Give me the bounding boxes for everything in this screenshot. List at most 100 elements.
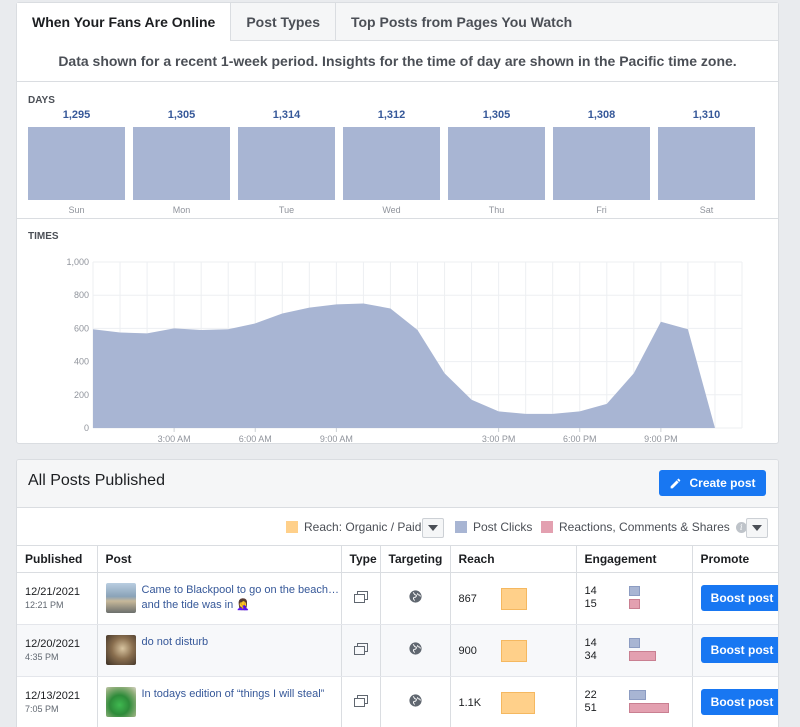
day-value: 1,305 [167, 109, 196, 121]
day-bar[interactable] [133, 127, 230, 200]
post-link[interactable]: do not disturb [141, 636, 209, 648]
engagement-clicks: 22 [584, 688, 597, 701]
globe-icon [408, 694, 422, 707]
published-time: 12:21 PM [25, 600, 64, 610]
all-posts-panel: All Posts Published Create post Reach: O… [16, 459, 779, 727]
day-bar[interactable] [448, 127, 545, 200]
day-bar[interactable] [238, 127, 335, 200]
table-row: 12/20/2021 4:35 PM do not disturb [17, 624, 778, 677]
clicks-bar [628, 689, 646, 700]
tab-post-types[interactable]: Post Types [231, 2, 336, 41]
legend-reactions-label: Reactions, Comments & Shares [559, 520, 730, 534]
x-tick-label: 3:00 AM [158, 434, 191, 443]
y-tick-label: 0 [84, 423, 89, 433]
col-reach[interactable]: Reach [450, 546, 577, 573]
post-cell: In todays edition of “things I will stea… [97, 676, 342, 727]
published-date: 12/20/2021 [25, 638, 81, 650]
published-cell: 12/20/2021 4:35 PM [17, 624, 98, 677]
day-value: 1,314 [272, 109, 301, 121]
engagement-cell: 14 15 [576, 572, 693, 625]
reach-bar [500, 587, 527, 610]
col-post[interactable]: Post [97, 546, 342, 573]
times-area [93, 303, 715, 428]
y-tick-label: 800 [74, 290, 89, 300]
reach-bar [500, 639, 527, 662]
boost-post-button[interactable]: Boost post [700, 689, 778, 715]
col-promote[interactable]: Promote [692, 546, 778, 573]
boost-post-button[interactable]: Boost post [700, 585, 778, 611]
day-value: 1,305 [482, 109, 511, 121]
day-value: 1,312 [377, 109, 406, 121]
post-thumbnail[interactable] [105, 583, 136, 613]
col-type[interactable]: Type [341, 546, 381, 573]
reach-value: 867 [458, 592, 477, 605]
posts-title: All Posts Published [28, 472, 165, 489]
day-name: Tue [278, 205, 295, 215]
tab-when-fans-online[interactable]: When Your Fans Are Online [17, 2, 232, 41]
reactions-swatch [541, 521, 553, 533]
clicks-swatch [455, 521, 467, 533]
post-cell: do not disturb [97, 624, 342, 677]
targeting-cell [380, 572, 451, 625]
reactions-dropdown[interactable] [746, 518, 768, 538]
day-name: Wed [382, 205, 401, 215]
x-tick-label: 3:00 PM [482, 434, 516, 443]
x-tick-label: 9:00 PM [644, 434, 678, 443]
day-name: Fri [596, 205, 607, 215]
times-area-chart[interactable]: 0 200 400 600 800 1,000 3:00 AM 6:00 AM 9:00 AM 3… [17, 219, 778, 443]
y-tick-label: 1,000 [66, 257, 89, 267]
post-link[interactable]: Came to Blackpool to go on the beach… an… [141, 584, 340, 611]
x-tick-label: 6:00 AM [239, 434, 272, 443]
fans-online-panel: When Your Fans Are Online Post Types Top… [16, 2, 779, 444]
promote-cell: Boost post [692, 624, 778, 677]
legend-reach: Reach: Organic / Paid [286, 520, 421, 534]
col-published[interactable]: Published [17, 546, 98, 573]
y-tick-label: 200 [74, 390, 89, 400]
posts-header: All Posts Published Create post [17, 460, 778, 508]
reach-value: 1.1K [458, 696, 482, 709]
x-tick-label: 9:00 AM [320, 434, 353, 443]
info-icon[interactable]: i [735, 521, 747, 533]
published-cell: 12/21/2021 12:21 PM [17, 572, 98, 625]
reach-cell: 900 [450, 624, 577, 677]
reach-cell: 867 [450, 572, 577, 625]
engagement-cell: 14 34 [576, 624, 693, 677]
tab-top-posts[interactable]: Top Posts from Pages You Watch [350, 13, 573, 30]
legend-reach-label: Reach: Organic / Paid [304, 520, 422, 534]
engagement-reactions: 51 [584, 701, 597, 714]
chevron-down-icon [428, 525, 438, 531]
album-icon [353, 642, 368, 655]
posts-table: Published Post Type Targeting Reach Enga… [17, 546, 778, 727]
create-post-button[interactable]: Create post [659, 470, 766, 496]
targeting-cell [380, 624, 451, 677]
engagement-clicks: 14 [584, 636, 597, 649]
reach-cell: 1.1K [450, 676, 577, 727]
day-bar[interactable] [658, 127, 755, 200]
post-link[interactable]: In todays edition of “things I will stea… [141, 688, 325, 700]
x-tick-label: 6:00 PM [563, 434, 597, 443]
day-name: Mon [172, 205, 191, 215]
day-value: 1,295 [62, 109, 91, 121]
y-tick-label: 400 [74, 357, 89, 367]
album-icon [353, 694, 368, 707]
post-thumbnail[interactable] [105, 635, 136, 665]
day-bar[interactable] [343, 127, 440, 200]
published-time: 4:35 PM [25, 652, 59, 662]
chevron-down-icon [752, 525, 762, 531]
reach-dropdown[interactable] [422, 518, 444, 538]
day-bar[interactable] [553, 127, 650, 200]
insights-tabs: When Your Fans Are Online Post Types Top… [17, 2, 778, 41]
day-value: 1,308 [587, 109, 616, 121]
post-thumbnail[interactable] [105, 687, 136, 717]
col-engagement[interactable]: Engagement [576, 546, 693, 573]
day-bar[interactable] [28, 127, 125, 200]
boost-post-button[interactable]: Boost post [700, 637, 778, 663]
reach-bar [500, 691, 535, 714]
info-text: Data shown for a recent 1-week period. I… [17, 41, 778, 82]
album-icon [353, 590, 368, 603]
type-cell [341, 572, 381, 625]
day-value: 1,310 [692, 109, 721, 121]
days-label: DAYS [28, 95, 55, 106]
col-targeting[interactable]: Targeting [380, 546, 451, 573]
day-name: Thu [488, 205, 505, 215]
